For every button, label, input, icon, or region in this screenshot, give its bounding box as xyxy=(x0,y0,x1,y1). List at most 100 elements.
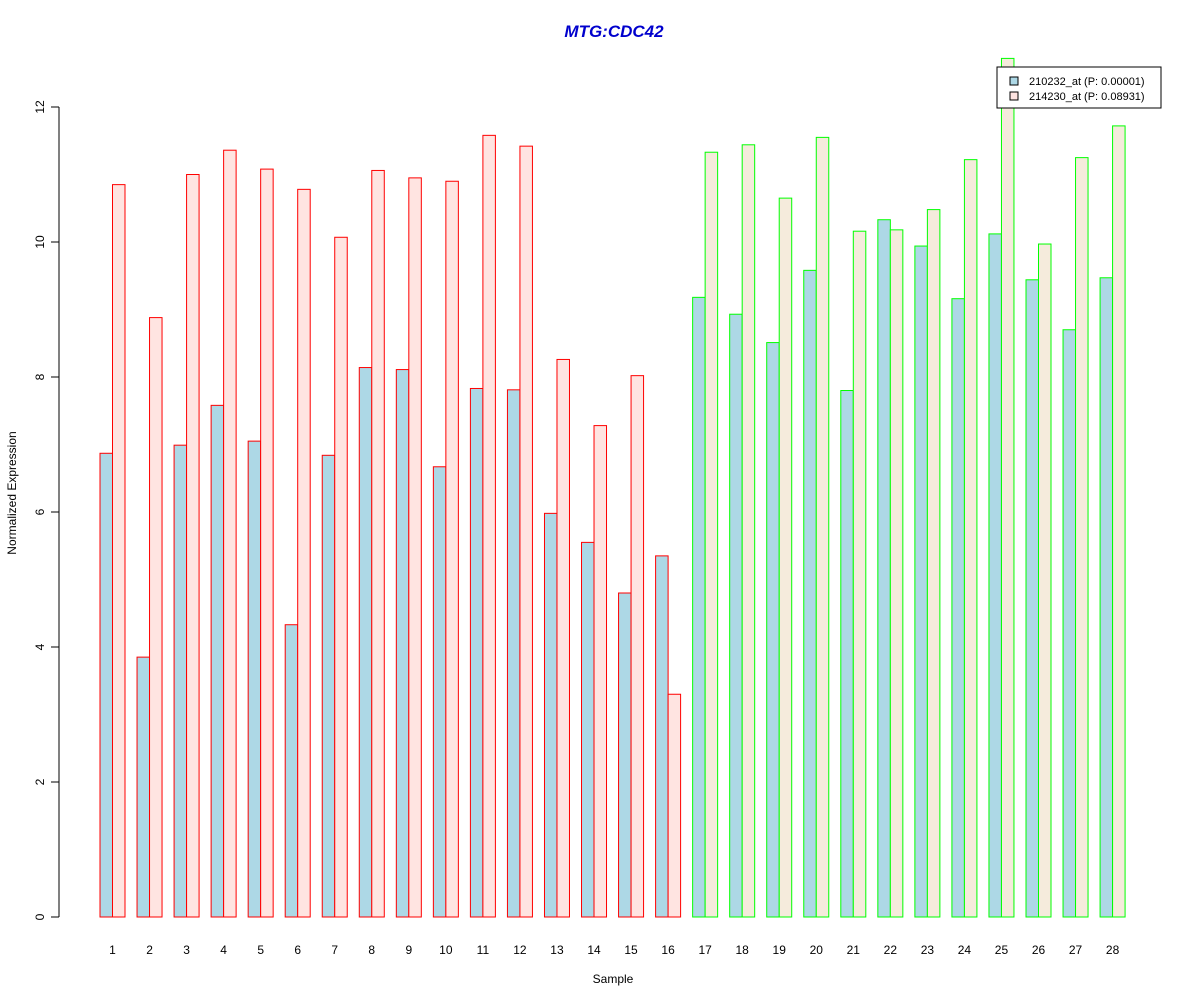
x-tick-label: 28 xyxy=(1106,943,1120,957)
x-tick-label: 27 xyxy=(1069,943,1083,957)
bar-series-2 xyxy=(741,144,756,918)
bar-series-2 xyxy=(1075,157,1089,918)
bar-series-2 xyxy=(889,229,904,918)
bar-series-1 xyxy=(729,313,743,918)
bar-series-1 xyxy=(395,369,410,918)
bar-series-2 xyxy=(1000,57,1015,918)
bar-series-2 xyxy=(482,134,496,918)
legend-box xyxy=(996,66,1162,109)
bar-series-2 xyxy=(297,188,311,918)
bar-series-1 xyxy=(951,298,965,918)
y-tick-label: 0 xyxy=(33,913,47,920)
x-tick-label: 19 xyxy=(773,943,787,957)
bar-series-2 xyxy=(852,230,867,918)
x-tick-label: 5 xyxy=(257,943,264,957)
legend-swatch-series-1 xyxy=(1009,76,1019,86)
x-axis-title: Sample xyxy=(593,972,634,986)
x-tick-label: 9 xyxy=(405,943,412,957)
x-tick-label: 17 xyxy=(698,943,712,957)
x-tick-labels: 1 2 3 4 5 6 7 8 9 10 11 12 13 14 15 16 17 18 19 20 21 22 23 24 2… xyxy=(109,943,1119,957)
x-tick-label: 1 xyxy=(109,943,116,957)
bar-series-1 xyxy=(1062,329,1077,918)
x-tick-label: 3 xyxy=(183,943,190,957)
legend-swatch-series-2 xyxy=(1009,91,1019,101)
bar-series-1 xyxy=(914,245,928,918)
x-tick-label: 14 xyxy=(587,943,601,957)
x-tick-label: 11 xyxy=(477,943,490,957)
bar-series-1 xyxy=(210,404,225,918)
y-axis: 0 2 4 6 8 10 12 xyxy=(33,100,60,920)
bar-series-2 xyxy=(815,136,830,918)
bar-series-1 xyxy=(358,367,373,918)
y-tick-label: 2 xyxy=(33,778,47,785)
bar-series-2 xyxy=(1038,243,1052,918)
bar-series-1 xyxy=(469,387,484,918)
bar-series-1 xyxy=(618,592,632,918)
bar-series-2 xyxy=(223,149,237,918)
bar-series-1 xyxy=(543,512,558,918)
x-tick-label: 25 xyxy=(995,943,1009,957)
bar-series-2 xyxy=(593,425,608,918)
bar-series-2 xyxy=(963,159,978,918)
y-axis-title: Normalized Expression xyxy=(5,431,19,554)
bar-series-2 xyxy=(704,151,719,918)
bar-series-2 xyxy=(556,358,570,918)
bar-series-2 xyxy=(1112,125,1126,918)
bar-series-1 xyxy=(173,444,188,918)
y-tick-label: 6 xyxy=(33,508,47,515)
bar-series-1 xyxy=(136,656,151,918)
y-tick-label: 12 xyxy=(33,100,47,114)
bar-series-2 xyxy=(926,209,941,918)
bar-series-2 xyxy=(519,145,533,918)
x-tick-label: 18 xyxy=(736,943,750,957)
bars xyxy=(99,57,1126,918)
bar-series-1 xyxy=(840,390,854,918)
bar-series-2 xyxy=(667,693,682,918)
x-tick-label: 10 xyxy=(439,943,453,957)
y-tick-label: 4 xyxy=(33,643,47,650)
y-tick-label: 10 xyxy=(33,235,47,249)
x-tick-label: 22 xyxy=(884,943,898,957)
bar-series-1 xyxy=(1099,277,1114,918)
x-tick-label: 16 xyxy=(661,943,675,957)
legend: 210232_at (P: 0.00001) 214230_at (P: 0.0… xyxy=(996,66,1162,109)
x-tick-label: 23 xyxy=(921,943,935,957)
bar-series-1 xyxy=(432,466,447,918)
bar-series-2 xyxy=(371,169,385,918)
bar-series-2 xyxy=(260,168,274,918)
bar-series-2 xyxy=(334,236,348,918)
y-tick-label: 8 xyxy=(33,373,47,380)
x-tick-label: 21 xyxy=(847,943,861,957)
x-tick-label: 20 xyxy=(810,943,824,957)
x-tick-label: 13 xyxy=(550,943,564,957)
bar-series-2 xyxy=(112,184,126,918)
bar-series-2 xyxy=(408,177,422,918)
legend-label-series-2: 214230_at (P: 0.08931) xyxy=(1029,91,1145,103)
bar-series-1 xyxy=(284,624,299,918)
x-tick-label: 12 xyxy=(513,943,527,957)
bar-series-2 xyxy=(186,174,200,918)
bar-series-2 xyxy=(630,375,645,918)
bar-series-1 xyxy=(692,296,706,918)
bar-series-1 xyxy=(581,541,595,918)
x-tick-label: 2 xyxy=(146,943,153,957)
bar-series-1 xyxy=(655,555,669,918)
bar-series-2 xyxy=(149,317,163,918)
bar-series-2 xyxy=(445,180,459,918)
x-tick-label: 26 xyxy=(1032,943,1046,957)
bar-series-1 xyxy=(988,233,1002,918)
x-tick-label: 4 xyxy=(220,943,227,957)
x-tick-label: 7 xyxy=(331,943,338,957)
x-tick-label: 24 xyxy=(958,943,972,957)
x-tick-label: 15 xyxy=(624,943,638,957)
bar-series-1 xyxy=(766,342,780,918)
x-tick-label: 8 xyxy=(368,943,375,957)
bar-series-1 xyxy=(803,269,817,918)
bar-series-1 xyxy=(1025,279,1039,918)
bar-series-1 xyxy=(99,452,113,918)
chart-title: MTG:CDC42 xyxy=(564,22,664,41)
bar-series-2 xyxy=(778,197,793,918)
x-tick-label: 6 xyxy=(294,943,301,957)
bar-series-1 xyxy=(506,389,521,918)
